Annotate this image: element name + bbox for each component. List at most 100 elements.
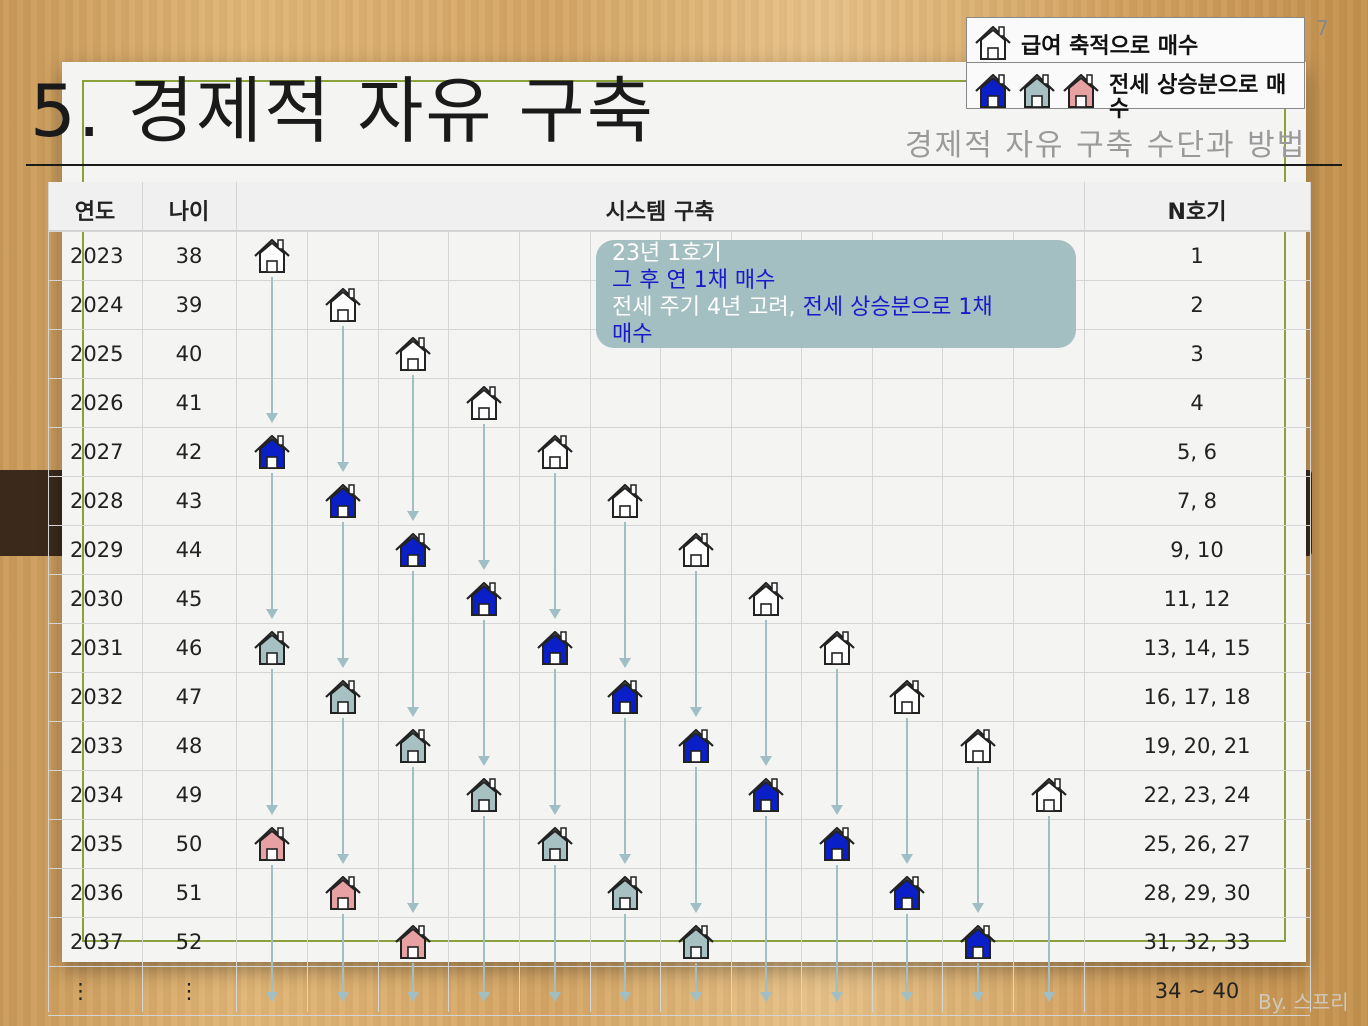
- cell-n: 28, 29, 30: [1143, 881, 1251, 905]
- house-icon: [393, 529, 433, 569]
- grid-vline: [307, 231, 308, 1012]
- cell-year: 2032: [70, 685, 124, 709]
- cell-age: 40: [175, 342, 203, 366]
- cell-n: 3: [1190, 342, 1204, 366]
- flow-arrow: [830, 669, 843, 815]
- house-icon: [323, 480, 363, 520]
- page-subtitle: 경제적 자유 구축 수단과 방법: [905, 128, 1307, 163]
- flow-arrow: [689, 571, 702, 717]
- left-strap: [0, 470, 62, 556]
- cell-n: 13, 14, 15: [1143, 636, 1251, 660]
- flow-arrow: [760, 620, 772, 766]
- cell-n: 4: [1190, 391, 1204, 415]
- flow-arrow: [407, 571, 419, 717]
- grid-vline: [48, 182, 49, 1012]
- legend-divider: [967, 62, 1304, 63]
- house-icon: [252, 627, 292, 667]
- cell-n: 2: [1190, 293, 1204, 317]
- grid-hline: [48, 966, 1310, 967]
- cell-n: 1: [1190, 244, 1204, 268]
- callout-line1: 23년 1호기: [612, 241, 722, 266]
- cell-age: 52: [175, 930, 203, 954]
- flow-arrow: [901, 914, 913, 1002]
- cell-year: 2024: [70, 293, 124, 317]
- house-icon: [676, 921, 716, 961]
- cell-age: 44: [175, 538, 203, 562]
- cell-n: 31, 32, 33: [1143, 930, 1251, 954]
- cell-age: 42: [175, 440, 203, 464]
- grid-hline: [48, 623, 1310, 624]
- flow-arrow: [407, 767, 419, 913]
- flow-arrow: [619, 522, 631, 668]
- house-icon: [323, 872, 363, 912]
- flow-arrow: [689, 767, 702, 913]
- flow-arrow: [477, 424, 490, 570]
- callout-line3: 전세 주기 4년 고려, 전세 상승분으로 1채: [612, 294, 1060, 321]
- cell-age: ⋮: [178, 979, 200, 1003]
- flow-arrow: [477, 620, 490, 766]
- flow-arrow: [407, 963, 419, 1002]
- cell-age: 46: [175, 636, 203, 660]
- house-icon: [605, 872, 645, 912]
- pink-house-icon: [1061, 70, 1105, 114]
- cell-year: 2029: [70, 538, 124, 562]
- flow-arrow: [265, 277, 278, 423]
- flow-arrow: [901, 718, 913, 864]
- legend-salary-house-icon: [973, 22, 1013, 66]
- flow-arrow: [407, 375, 419, 521]
- cell-year: ⋮: [70, 979, 91, 1003]
- legend-salary-label: 급여 축적으로 매수: [1021, 34, 1199, 59]
- table-header: 연도 나이 시스템 구축 N호기: [48, 182, 1310, 231]
- cell-year: 2027: [70, 440, 124, 464]
- grid-vline: [236, 182, 237, 1012]
- house-icon: [252, 235, 292, 275]
- grid-hline: [48, 770, 1310, 771]
- house-icon: [605, 676, 645, 716]
- cell-year: 2023: [70, 244, 124, 268]
- cell-n: 16, 17, 18: [1143, 685, 1251, 709]
- house-icon: [535, 431, 575, 471]
- house-icon: [1029, 774, 1069, 814]
- blue-house-icon: [973, 70, 1017, 114]
- cell-year: 2026: [70, 391, 124, 415]
- grid-vline: [448, 231, 449, 1012]
- cell-n: 9, 10: [1170, 538, 1224, 562]
- flow-arrow: [548, 865, 561, 1002]
- flow-arrow: [336, 914, 349, 1002]
- legend-jeonse-label: 전세 상승분으로 매수: [1109, 73, 1287, 122]
- house-icon: [252, 431, 292, 471]
- callout-line2: 그 후 연 1채 매수: [612, 268, 776, 293]
- cell-age: 47: [175, 685, 203, 709]
- callout-note: 23년 1호기 그 후 연 1채 매수 전세 주기 4년 고려, 전세 상승분으…: [596, 240, 1076, 348]
- house-icon: [323, 284, 363, 324]
- cell-n: 11, 12: [1163, 587, 1231, 611]
- flow-arrow: [830, 865, 843, 1002]
- house-icon: [464, 774, 504, 814]
- flow-arrow: [760, 816, 772, 1002]
- grid-vline: [660, 231, 661, 1012]
- cell-year: 2030: [70, 587, 124, 611]
- grid-vline: [1084, 182, 1085, 1012]
- house-icon: [676, 529, 716, 569]
- page-title: 5. 경제적 자유 구축: [30, 69, 656, 153]
- legend-box: 급여 축적으로 매수 전세 상승분으로 매수: [966, 17, 1305, 122]
- house-icon: [887, 676, 927, 716]
- cell-age: 50: [175, 832, 203, 856]
- cell-age: 51: [175, 881, 203, 905]
- house-icon: [323, 676, 363, 716]
- flow-arrow: [548, 669, 561, 815]
- grid-hline: [48, 525, 1310, 526]
- house-icon: [464, 382, 504, 422]
- cell-year: 2025: [70, 342, 124, 366]
- flow-arrow: [689, 963, 702, 1002]
- house-icon: [535, 823, 575, 863]
- cell-n: 22, 23, 24: [1143, 783, 1251, 807]
- house-icon: [887, 872, 927, 912]
- cell-age: 38: [175, 244, 203, 268]
- cell-year: 2034: [70, 783, 124, 807]
- system-table: 연도 나이 시스템 구축 N호기 2023 38 1 2024 39 2 2025 40 3 20…: [48, 182, 1312, 1016]
- grid-vline: [378, 231, 379, 1012]
- cell-year: 2037: [70, 930, 124, 954]
- grid-vline: [590, 231, 591, 1012]
- grid-vline: [1013, 231, 1014, 1012]
